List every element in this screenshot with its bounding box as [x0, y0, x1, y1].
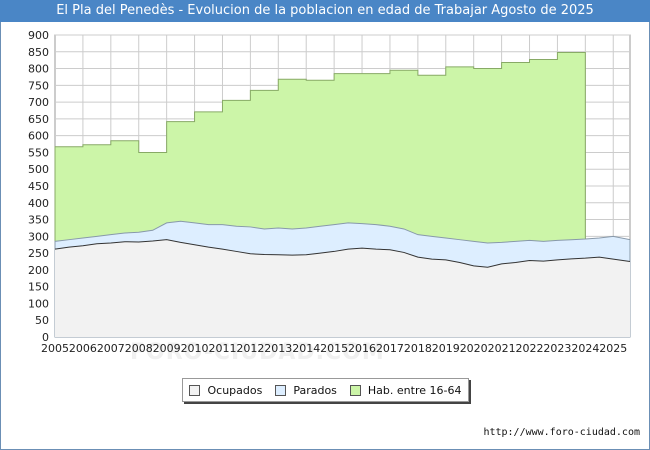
x-tick-label: 2006: [69, 342, 97, 355]
y-tick-label: 300: [28, 230, 49, 243]
legend-item-hab: Hab. entre 16-64: [349, 383, 462, 397]
x-tick-label: 2018: [404, 342, 432, 355]
x-tick-label: 2021: [488, 342, 516, 355]
legend: Ocupados Parados Hab. entre 16-64: [182, 378, 469, 402]
x-tick-label: 2019: [432, 342, 460, 355]
source-url[interactable]: http://www.foro-ciudad.com: [483, 427, 640, 438]
x-tick-label: 2023: [543, 342, 571, 355]
x-tick-label: 2014: [292, 342, 320, 355]
series-ocupados-line: [54, 239, 631, 268]
x-tick-label: 2016: [348, 342, 376, 355]
legend-item-ocupados: Ocupados: [189, 384, 262, 397]
y-tick-label: 100: [28, 297, 49, 310]
legend-label-parados: Parados: [293, 383, 337, 397]
y-tick-label: 750: [28, 79, 49, 92]
x-tick-label: 2022: [516, 342, 544, 355]
y-tick-label: 200: [28, 264, 49, 277]
y-tick-label: 550: [28, 146, 49, 159]
watermark: FORO-CIUDAD.COM: [130, 340, 385, 365]
y-tick-label: 400: [28, 197, 49, 210]
y-tick-label: 650: [28, 113, 49, 126]
y-tick-label: 700: [28, 96, 49, 109]
y-tick-label: 450: [28, 180, 49, 193]
x-axis-ticks: 2005 2006 2007 2008 2009 2010 2011 2012 2013 2014…: [41, 342, 627, 355]
y-tick-label: 350: [28, 214, 49, 227]
legend-item-parados: Parados: [275, 384, 337, 397]
x-tick-label: 2009: [153, 342, 181, 355]
y-tick-label: 50: [35, 314, 49, 327]
y-tick-label: 150: [28, 281, 49, 294]
legend-label-hab: Hab. entre 16-64: [367, 383, 462, 397]
y-tick-label: 0: [42, 331, 49, 344]
chart-title: El Pla del Penedès - Evolucion de la pob…: [0, 0, 650, 22]
chart-areas: [54, 51, 631, 338]
y-axis-ticks: 0 50 100 150 200 250 300 350 400 450 500 550 600 650 7…: [28, 29, 49, 344]
x-tick-label: 2024: [571, 342, 599, 355]
series-ocupados-area: [55, 239, 630, 337]
y-tick-label: 600: [28, 130, 49, 143]
x-tick-label: 2011: [208, 342, 236, 355]
legend-swatch-hab: [349, 384, 361, 396]
x-tick-label: 2015: [320, 342, 348, 355]
y-tick-label: 800: [28, 63, 49, 76]
x-tick-label: 2005: [41, 342, 69, 355]
legend-swatch-parados: [275, 384, 287, 396]
x-tick-label: 2007: [97, 342, 125, 355]
x-tick-label: 2013: [264, 342, 292, 355]
y-tick-label: 900: [28, 29, 49, 42]
x-tick-label: 2012: [236, 342, 264, 355]
legend-swatch-ocupados: [189, 384, 201, 396]
y-tick-label: 500: [28, 163, 49, 176]
x-tick-label: 2020: [460, 342, 488, 355]
x-tick-label: 2017: [376, 342, 404, 355]
x-tick-label: 2025: [599, 342, 627, 355]
x-tick-label: 2010: [181, 342, 209, 355]
legend-label-ocupados: Ocupados: [207, 383, 263, 397]
y-tick-label: 850: [28, 46, 49, 59]
x-tick-label: 2008: [125, 342, 153, 355]
y-tick-label: 250: [28, 247, 49, 260]
